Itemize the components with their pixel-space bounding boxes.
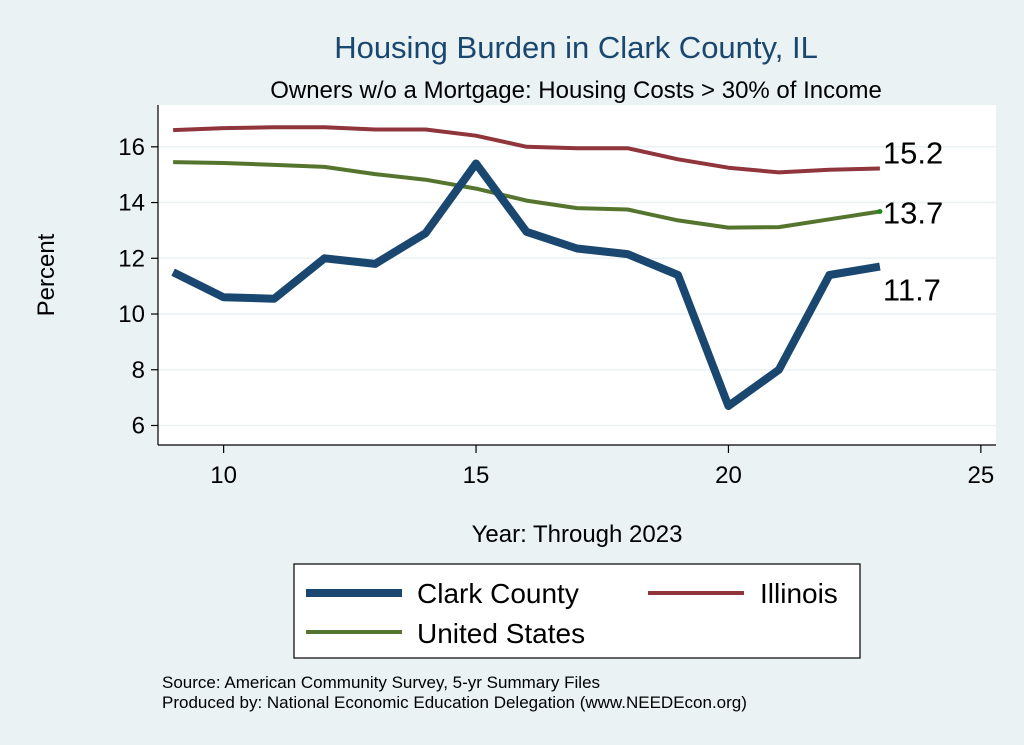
x-tick-label: 10 bbox=[210, 462, 237, 489]
series-line-clark-county bbox=[171, 159, 881, 410]
source-note: Source: American Community Survey, 5-yr … bbox=[162, 673, 600, 692]
legend-box bbox=[293, 563, 861, 659]
producer-note: Produced by: National Economic Education… bbox=[162, 693, 747, 712]
series-line-illinois bbox=[173, 125, 880, 175]
legend-label-clark-county: Clark County bbox=[417, 578, 579, 609]
data-point-united-states bbox=[877, 208, 883, 214]
chart-subtitle: Owners w/o a Mortgage: Housing Costs > 3… bbox=[270, 77, 882, 104]
x-axis-title: Year: Through 2023 bbox=[472, 521, 683, 548]
y-tick-label: 6 bbox=[132, 412, 145, 439]
y-tick-label: 12 bbox=[118, 245, 145, 272]
end-label-illinois: 15.2 bbox=[883, 136, 943, 171]
x-tick-label: 15 bbox=[463, 462, 490, 489]
y-tick-label: 8 bbox=[132, 357, 145, 384]
end-label-united-states: 13.7 bbox=[883, 195, 943, 230]
plot-area bbox=[158, 105, 996, 445]
y-tick-label: 16 bbox=[118, 134, 145, 161]
y-axis-title: Percent bbox=[33, 233, 60, 316]
legend-label-illinois: Illinois bbox=[760, 578, 838, 609]
x-tick-label: 20 bbox=[715, 462, 742, 489]
end-label-clark-county: 11.7 bbox=[883, 273, 941, 308]
y-tick-label: 14 bbox=[118, 190, 145, 217]
chart-title: Housing Burden in Clark County, IL bbox=[334, 30, 818, 65]
series-line-united-states bbox=[173, 160, 881, 230]
x-tick-label: 25 bbox=[968, 462, 995, 489]
y-tick-label: 10 bbox=[118, 301, 145, 328]
legend-label-united-states: United States bbox=[417, 618, 585, 649]
